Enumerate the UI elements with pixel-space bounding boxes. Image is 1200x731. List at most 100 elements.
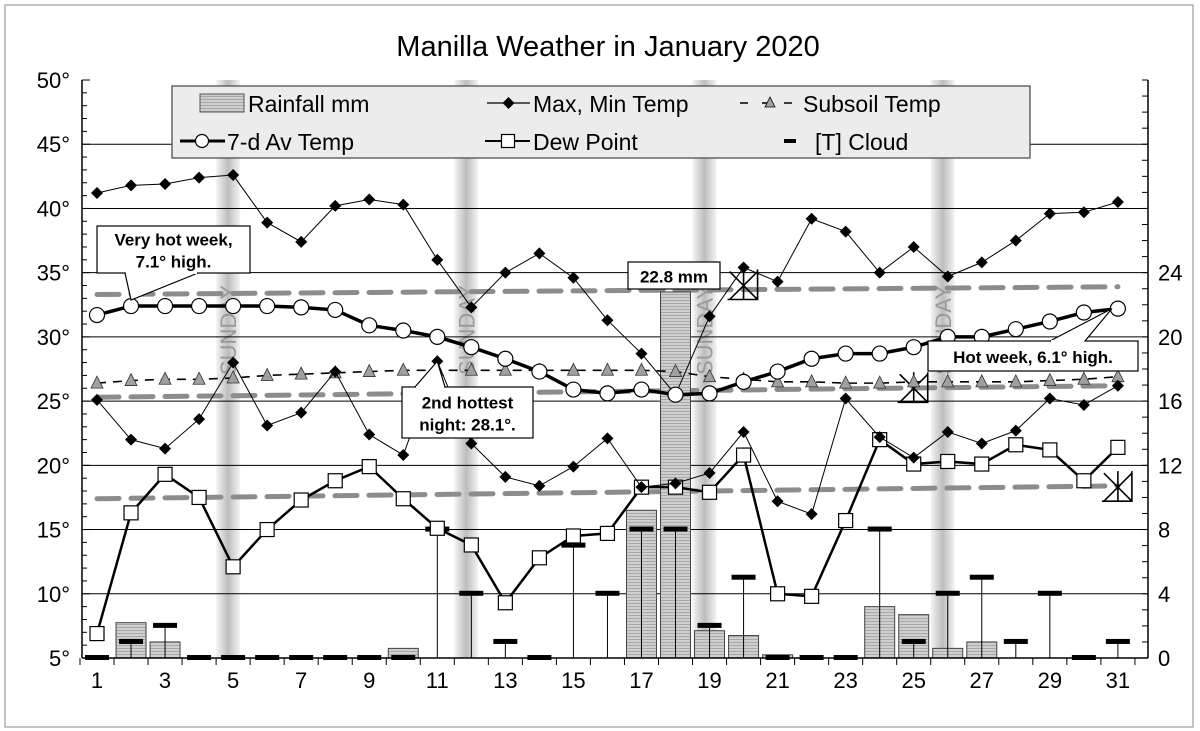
dew-point-point [293, 492, 309, 508]
left-tick-label: 25° [37, 389, 70, 414]
dew-point-point [225, 559, 241, 575]
right-tick-label: 0 [1158, 646, 1170, 671]
min-temp-point [329, 365, 342, 378]
min-temp-point [669, 477, 682, 490]
max-temp-point [363, 193, 376, 206]
avg-temp-point [1041, 313, 1058, 330]
legend-avg-label: 7-d Av Temp [227, 129, 354, 155]
cloud-marker [969, 574, 994, 580]
cloud-marker [595, 590, 620, 596]
min-temp-point [465, 437, 478, 450]
legend-box [171, 85, 1031, 159]
annotation: Hot week, 6.1° high. [927, 308, 1139, 372]
subsoil-point [90, 375, 104, 389]
dew-point-point [769, 586, 786, 602]
max-temp-point [125, 179, 138, 192]
min-temp-point [1111, 379, 1124, 392]
legend-triangle-icon [764, 96, 776, 108]
max-temp-point [771, 275, 784, 288]
left-tick-label: 15° [37, 518, 70, 543]
subsoil-point [124, 372, 138, 386]
max-temp-point [737, 261, 750, 274]
dew-point-point [565, 528, 582, 544]
min-temp-point [805, 508, 818, 521]
cloud-marker [459, 590, 484, 596]
dew-point-point [429, 520, 445, 536]
min-temp-point [1077, 398, 1090, 411]
annotation: 2nd hottest night: 28.1°. [401, 360, 534, 439]
reference-marker-icon [897, 372, 929, 404]
x-tick-label: 11 [426, 668, 449, 693]
dew-point-point [1042, 442, 1058, 458]
legend-rainfall-swatch [199, 93, 245, 113]
max-temp-point [193, 171, 206, 184]
subsoil-point [907, 373, 921, 388]
dew-point-point [974, 456, 990, 472]
reference-marker [897, 372, 929, 404]
x-tick-label: 1 [91, 668, 103, 693]
dew-point-point [89, 625, 105, 642]
left-tick-label: 10° [37, 582, 70, 607]
max-temp-point [1043, 207, 1056, 220]
avg-temp-point [599, 385, 616, 402]
avg-temp-point [667, 386, 684, 403]
min-temp-point [975, 437, 988, 450]
reference-line [94, 483, 1121, 502]
subsoil-point [226, 370, 240, 384]
avg-temp-point [395, 322, 412, 339]
min-temp-point [533, 479, 546, 492]
avg-temp-point [531, 363, 548, 380]
max-temp-point [805, 212, 818, 225]
left-tick-label: 20° [37, 453, 70, 478]
cloud-marker [561, 542, 586, 548]
subsoil-point [839, 375, 853, 389]
dew-point-point [838, 512, 854, 529]
subsoil-point [634, 362, 649, 376]
annotation-text: 22.8 mm [640, 268, 708, 287]
x-tick-label: 29 [1038, 668, 1062, 693]
max-temp-point [1009, 234, 1022, 247]
subsoil-point [192, 371, 206, 385]
annotation-box [96, 225, 251, 274]
annotation: Very hot week, 7.1° high. [96, 225, 251, 301]
min-temp-point [91, 393, 103, 406]
x-tick-label: 9 [363, 668, 375, 693]
min-temp-point [567, 460, 580, 473]
x-tick-label: 27 [970, 668, 994, 693]
max-temp-point [159, 178, 172, 191]
avg-temp-point [769, 363, 786, 380]
max-temp-point [329, 199, 342, 212]
x-tick-label: 21 [765, 668, 789, 693]
dew-point-point [1008, 437, 1024, 453]
min-temp-point [601, 432, 614, 445]
dew-point-point [123, 505, 139, 521]
avg-temp-point [701, 385, 718, 402]
max-temp-point [1111, 196, 1124, 209]
reference-line [94, 284, 1121, 298]
min-temp-point [227, 356, 240, 369]
subsoil-point [566, 362, 581, 376]
subsoil-point [158, 371, 172, 385]
avg-temp-point [497, 350, 514, 367]
min-temp-point [873, 431, 886, 444]
subsoil-point [1009, 373, 1023, 388]
subsoil-point [702, 368, 717, 383]
annotation-pointer [124, 272, 199, 301]
legend-diamond-icon [502, 97, 515, 109]
subsoil-point [668, 363, 683, 377]
cloud-marker [1105, 638, 1130, 644]
dew-point-point [327, 473, 343, 489]
right-tick-label: 16 [1158, 389, 1182, 414]
left-tick-label: 50° [37, 68, 70, 93]
right-tick-label: 12 [1158, 453, 1182, 478]
reference-marker-icon [1101, 471, 1133, 502]
avg-temp-point [871, 345, 888, 362]
dew-point-point [157, 466, 173, 482]
dew-point-point [259, 521, 275, 538]
avg-temp-point [190, 297, 208, 315]
sunday-band [692, 80, 717, 658]
avg-temp-point [735, 373, 752, 390]
max-temp-point [465, 301, 478, 314]
cloud-marker [663, 526, 688, 532]
left-tick-label: 40° [37, 196, 70, 221]
